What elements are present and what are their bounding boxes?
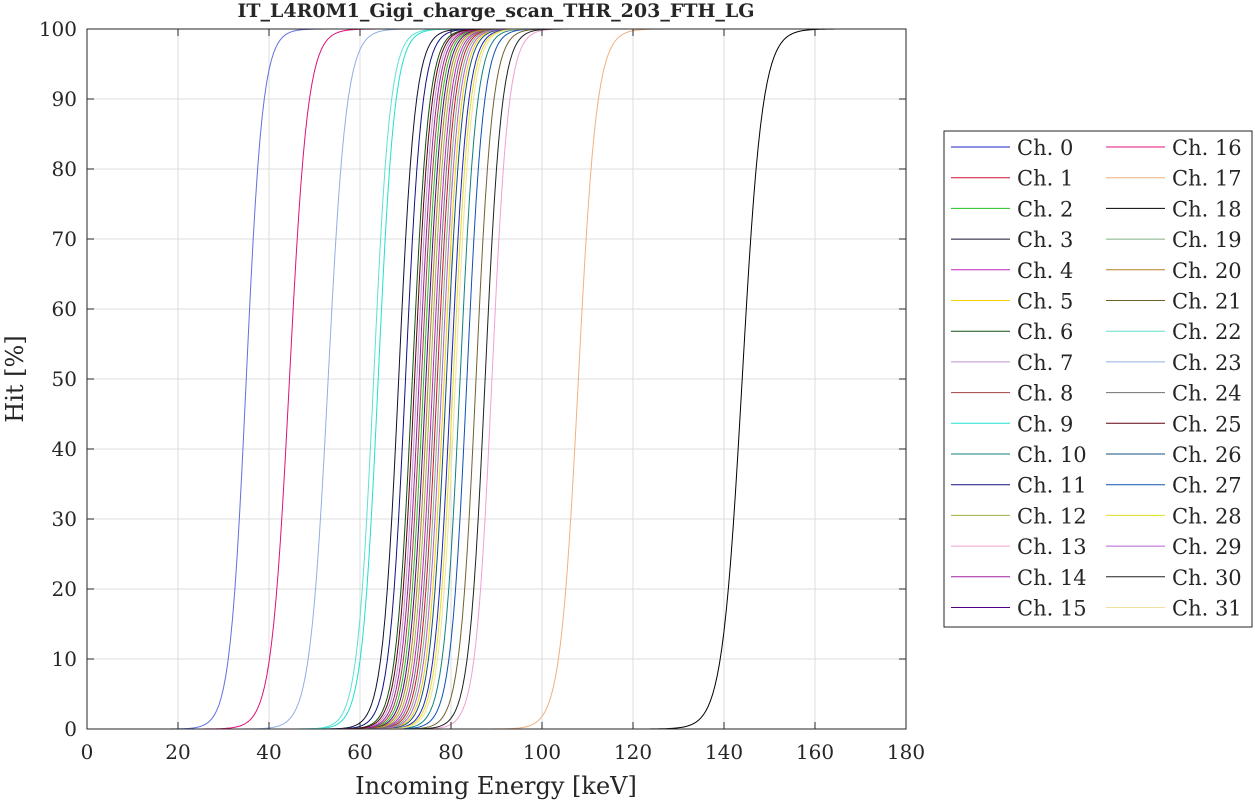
x-tick-label: 120 xyxy=(614,740,652,764)
legend-label: Ch. 31 xyxy=(1172,597,1242,621)
legend-label: Ch. 1 xyxy=(1017,167,1073,191)
y-axis-label: Hit [%] xyxy=(1,335,29,422)
legend-label: Ch. 7 xyxy=(1017,351,1073,375)
x-tick-label: 180 xyxy=(887,740,925,764)
legend-label: Ch. 14 xyxy=(1017,566,1087,590)
grid-lines xyxy=(87,29,906,729)
x-axis-ticks: 0 20 40 60 80 100 120 140 160 180 xyxy=(81,29,925,764)
legend-label: Ch. 21 xyxy=(1172,290,1242,314)
y-axis-ticks: 0 10 20 30 40 50 60 70 80 90 100 xyxy=(39,17,906,741)
legend-label: Ch. 30 xyxy=(1172,566,1242,590)
chart-title: IT_L4R0M1_Gigi_charge_scan_THR_203_FTH_L… xyxy=(238,0,755,22)
legend-label: Ch. 9 xyxy=(1017,412,1073,436)
legend-label: Ch. 16 xyxy=(1172,136,1242,160)
legend-label: Ch. 27 xyxy=(1172,474,1242,498)
legend-label: Ch. 18 xyxy=(1172,197,1242,221)
y-tick-label: 80 xyxy=(52,157,77,181)
y-tick-label: 30 xyxy=(52,507,77,531)
y-tick-label: 0 xyxy=(64,717,77,741)
x-tick-label: 20 xyxy=(165,740,190,764)
legend-label: Ch. 24 xyxy=(1172,382,1242,406)
y-tick-label: 10 xyxy=(52,647,77,671)
x-tick-label: 140 xyxy=(705,740,743,764)
legend-label: Ch. 11 xyxy=(1017,474,1087,498)
y-tick-label: 40 xyxy=(52,437,77,461)
legend-items: Ch. 0 Ch. 1 Ch. 2 Ch. 3 Ch. 4 Ch. 5 Ch. 6 Ch. 7… xyxy=(951,136,1242,621)
x-tick-label: 60 xyxy=(347,740,372,764)
y-tick-label: 50 xyxy=(52,367,77,391)
legend-label: Ch. 0 xyxy=(1017,136,1073,160)
legend-label: Ch. 23 xyxy=(1172,351,1242,375)
legend-label: Ch. 19 xyxy=(1172,228,1242,252)
plot-area: 0 20 40 60 80 100 120 140 160 180 0 10 20 30 40 50 60 70… xyxy=(39,17,925,764)
y-tick-label: 60 xyxy=(52,297,77,321)
legend-label: Ch. 26 xyxy=(1172,443,1242,467)
legend-label: Ch. 12 xyxy=(1017,504,1087,528)
legend-label: Ch. 10 xyxy=(1017,443,1087,467)
y-tick-label: 100 xyxy=(39,17,77,41)
legend-label: Ch. 8 xyxy=(1017,382,1073,406)
legend-label: Ch. 20 xyxy=(1172,259,1242,283)
legend-label: Ch. 13 xyxy=(1017,535,1087,559)
legend-label: Ch. 5 xyxy=(1017,290,1073,314)
legend-label: Ch. 25 xyxy=(1172,412,1242,436)
x-tick-label: 160 xyxy=(796,740,834,764)
legend-box xyxy=(943,130,1253,628)
legend-label: Ch. 15 xyxy=(1017,597,1087,621)
legend-label: Ch. 3 xyxy=(1017,228,1073,252)
legend-label: Ch. 29 xyxy=(1172,535,1242,559)
y-tick-label: 20 xyxy=(52,577,77,601)
legend-label: Ch. 28 xyxy=(1172,504,1242,528)
y-tick-label: 90 xyxy=(52,87,77,111)
legend-label: Ch. 6 xyxy=(1017,320,1073,344)
legend-label: Ch. 2 xyxy=(1017,197,1073,221)
y-tick-label: 70 xyxy=(52,227,77,251)
legend-label: Ch. 17 xyxy=(1172,167,1242,191)
x-tick-label: 100 xyxy=(523,740,561,764)
legend: Ch. 0 Ch. 1 Ch. 2 Ch. 3 Ch. 4 Ch. 5 Ch. 6 Ch. 7… xyxy=(943,130,1253,628)
legend-label: Ch. 4 xyxy=(1017,259,1073,283)
x-tick-label: 0 xyxy=(81,740,94,764)
legend-label: Ch. 22 xyxy=(1172,320,1242,344)
x-tick-label: 40 xyxy=(256,740,281,764)
x-tick-label: 80 xyxy=(438,740,463,764)
x-axis-label: Incoming Energy [keV] xyxy=(355,772,637,800)
